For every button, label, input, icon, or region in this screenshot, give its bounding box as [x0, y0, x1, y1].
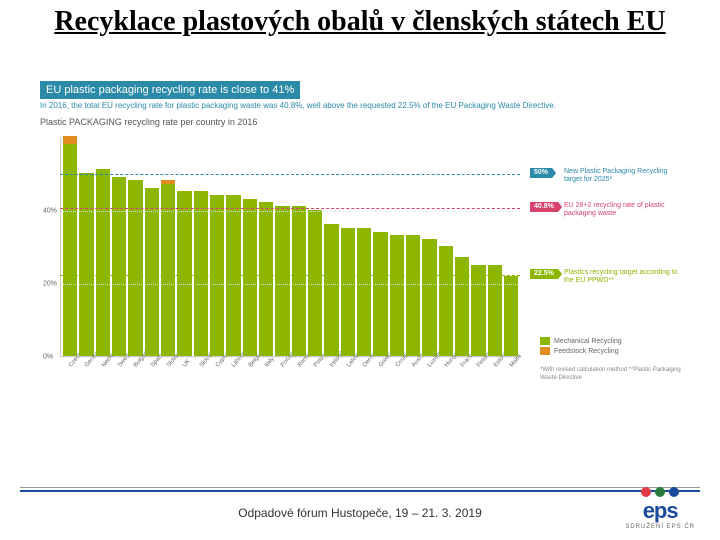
- bar-slovakia: Slovakia: [194, 191, 208, 356]
- bar-ireland: Ireland: [324, 224, 338, 356]
- bar-chart: CzechiaGermanyNetherlandsSwedenBulgariaS…: [60, 137, 520, 357]
- bar-denmark: Denmark: [357, 228, 371, 356]
- bar-romania: Romania: [292, 206, 306, 356]
- footer-rule: [20, 490, 700, 492]
- x-label: UK: [182, 359, 192, 369]
- bar-italy: Italy: [259, 202, 273, 356]
- bar-greece: Greece: [373, 232, 387, 357]
- callout-text: Plastics recycling target according to t…: [564, 269, 678, 284]
- bar-bulgaria: Bulgaria: [128, 180, 142, 356]
- chart-footnotes: *With revised calculation method **Plast…: [540, 367, 690, 383]
- bar-netherlands: Netherlands: [96, 169, 110, 356]
- bar-portugal: Portugal: [275, 206, 289, 356]
- callout: 22.5% Plastics recycling target according…: [530, 269, 680, 285]
- bar-uk: UK: [177, 191, 191, 356]
- bar-croatia: Croatia: [390, 235, 404, 356]
- bar-spain: Spain: [145, 188, 159, 357]
- bar-germany: Germany: [79, 173, 93, 356]
- callout: 40.8% EU 28+2 recycling rate of plastic p…: [530, 202, 680, 218]
- bar-france: France: [455, 257, 469, 356]
- plot-area: CzechiaGermanyNetherlandsSwedenBulgariaS…: [40, 137, 690, 387]
- bar-belgium: Belgium: [243, 199, 257, 357]
- bar-luxembourg: Luxembourg: [422, 239, 436, 356]
- logo-subtitle: SDRUŽENÍ EPS ČR: [625, 524, 695, 530]
- bar-austria: Austria: [406, 235, 420, 356]
- slide-title: Recyklace plastových obalů v členských s…: [0, 0, 720, 40]
- logo-dots: [625, 487, 695, 497]
- callout-tag: 50%: [530, 168, 552, 178]
- legend-swatch: [540, 337, 550, 345]
- bars-group: CzechiaGermanyNetherlandsSwedenBulgariaS…: [63, 137, 518, 356]
- logo-dot: [641, 487, 651, 497]
- bar-estonia: Estonia: [488, 265, 502, 357]
- callout-tag: 40.8%: [530, 202, 558, 212]
- footer-text: Odpadové fórum Hustopeče, 19 – 21. 3. 20…: [0, 506, 720, 520]
- logo-text: eps: [625, 498, 695, 524]
- callout-text: EU 28+2 recycling rate of plastic packag…: [564, 202, 665, 217]
- bar-hungary: Hungary: [439, 246, 453, 356]
- chart-container: EU plastic packaging recycling rate is c…: [40, 80, 690, 480]
- x-label: Italy: [264, 357, 276, 369]
- bar-finland: Finland: [471, 265, 485, 357]
- y-tick: 0%: [43, 354, 53, 361]
- bar-latvia: Latvia: [341, 228, 355, 356]
- callout-tag: 22.5%: [530, 269, 558, 279]
- legend-swatch: [540, 347, 550, 355]
- bar-malta: Malta: [504, 276, 518, 357]
- callout: 50% New Plastic Packaging Recycling targe…: [530, 168, 680, 184]
- chart-heading: EU plastic packaging recycling rate is c…: [40, 81, 300, 99]
- logo-dot: [655, 487, 665, 497]
- chart-subtitle-1: In 2016, the total EU recycling rate for…: [40, 101, 690, 111]
- eps-logo: eps SDRUŽENÍ EPS ČR: [625, 487, 695, 530]
- y-tick: 20%: [43, 281, 57, 288]
- callout-text: New Plastic Packaging Recycling target f…: [564, 168, 668, 183]
- legend-label: Feedstock Recycling: [554, 348, 619, 355]
- bar-sweden: Sweden: [112, 177, 126, 357]
- logo-dot: [669, 487, 679, 497]
- chart-subtitle-2: Plastic PACKAGING recycling rate per cou…: [40, 117, 690, 127]
- chart-legend: Mechanical Recycling Feedstock Recycling: [540, 337, 622, 357]
- y-tick: 40%: [43, 207, 57, 214]
- legend-label: Mechanical Recycling: [554, 338, 622, 345]
- legend-item: Mechanical Recycling: [540, 337, 622, 345]
- legend-item: Feedstock Recycling: [540, 347, 622, 355]
- bar-czechia: Czechia: [63, 136, 77, 356]
